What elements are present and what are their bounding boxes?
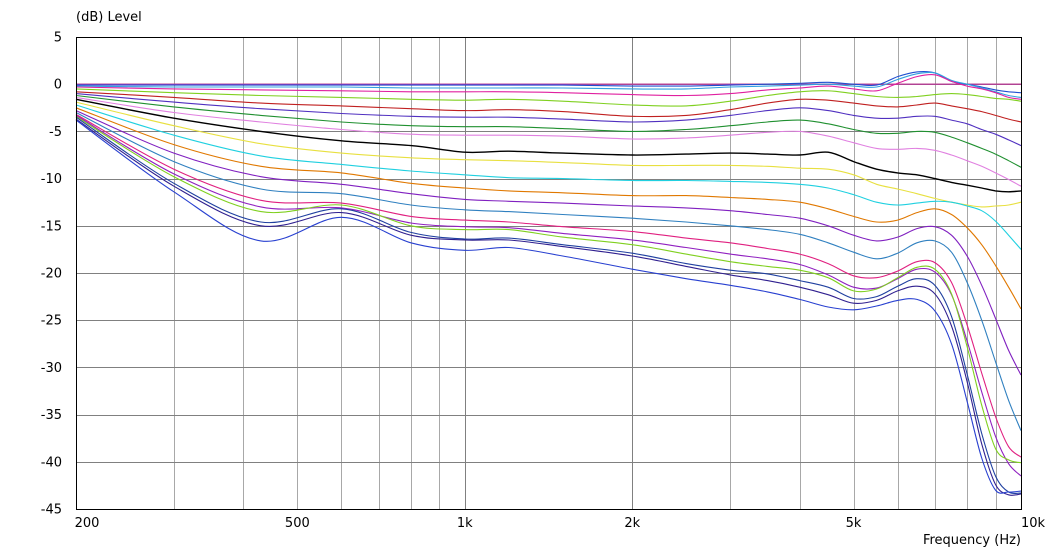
series-line-15 xyxy=(75,110,1022,376)
y-tick-label: -25 xyxy=(41,314,62,329)
y-tick-label: -35 xyxy=(41,408,62,423)
x-tick-label: 2k xyxy=(624,516,640,531)
series-line-19 xyxy=(75,115,1022,464)
plot-grid xyxy=(76,37,1022,510)
series-line-10 xyxy=(75,96,1022,187)
series-line-18 xyxy=(75,114,1022,477)
y-axis-title: (dB) Level xyxy=(76,10,142,25)
series-line-5 xyxy=(75,73,1022,100)
x-tick-label: 1k xyxy=(457,516,473,531)
y-tick-label: -5 xyxy=(49,125,62,140)
y-tick-label: 5 xyxy=(54,31,62,46)
series-layer xyxy=(75,70,1022,496)
x-tick-label: 200 xyxy=(75,516,100,531)
x-tick-label: 500 xyxy=(285,516,310,531)
y-tick-label: -10 xyxy=(41,172,62,187)
series-line-14 xyxy=(75,107,1022,310)
y-tick-label: -15 xyxy=(41,219,62,234)
series-line-9 xyxy=(75,94,1022,168)
y-tick-label: -45 xyxy=(41,503,62,518)
y-tick-label: -30 xyxy=(41,361,62,376)
series-line-17 xyxy=(75,113,1022,458)
series-line-21 xyxy=(75,118,1022,496)
y-tick-label: 0 xyxy=(54,78,62,93)
series-line-22 xyxy=(75,119,1022,494)
series-line-4 xyxy=(75,71,1022,98)
y-tick-label: -40 xyxy=(41,455,62,470)
plot-frame xyxy=(76,37,1022,510)
series-line-6 xyxy=(75,88,1022,107)
series-line-7 xyxy=(75,91,1022,123)
x-tick-label: 10k xyxy=(1021,516,1046,531)
series-line-16 xyxy=(75,112,1022,431)
series-line-13 xyxy=(75,104,1022,250)
series-line-11 xyxy=(75,98,1022,193)
y-tick-label: -20 xyxy=(41,267,62,282)
x-tick-label: 5k xyxy=(846,516,862,531)
y-tick-labels: 5 0 -5 -10 -15 -20 -25 -30 -35 -40 -45 xyxy=(41,31,62,518)
x-tick-labels: 200 500 1k 2k 5k 10k xyxy=(75,516,1046,531)
x-axis-title: Frequency (Hz) xyxy=(923,533,1021,548)
series-line-8 xyxy=(75,93,1022,147)
series-line-20 xyxy=(75,116,1022,495)
series-line-12 xyxy=(75,101,1022,208)
